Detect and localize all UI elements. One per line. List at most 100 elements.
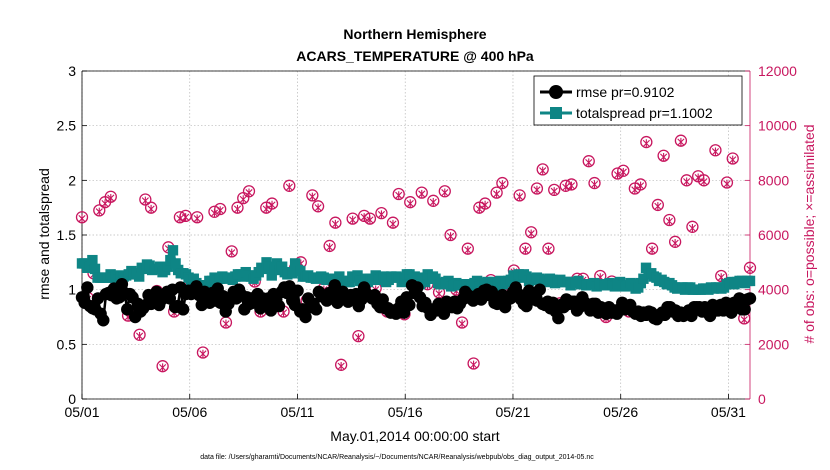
obs-assimilated-point xyxy=(464,245,472,255)
rmse-point xyxy=(403,298,416,312)
obs-assimilated-point xyxy=(406,199,414,208)
obs-assimilated-point xyxy=(222,319,230,328)
obs-assimilated-point xyxy=(418,189,426,199)
obs-assimilated-point xyxy=(642,139,650,148)
legend-box xyxy=(533,75,743,126)
obs-assimilated-point xyxy=(481,200,489,210)
rmse-point xyxy=(485,285,499,299)
obs-assimilated-point xyxy=(446,232,455,241)
obs-assimilated-point xyxy=(262,204,270,214)
totalspread-point xyxy=(87,254,98,266)
obs-assimilated-point xyxy=(631,185,639,195)
obs-assimilated-point xyxy=(78,214,86,223)
obs-assimilated-point xyxy=(648,245,656,255)
obs-assimilated-point xyxy=(562,183,570,192)
totalspread-point xyxy=(352,270,363,281)
y-tick-label: 0 xyxy=(68,391,76,407)
obs-assimilated-point xyxy=(660,152,668,162)
obs-assimilated-point xyxy=(326,243,334,252)
totalspread-point xyxy=(162,261,173,272)
obs-assimilated-point xyxy=(729,155,737,164)
obs-assimilated-point xyxy=(665,217,673,226)
obs-assimilated-point xyxy=(245,188,253,197)
obs-assimilated-point xyxy=(141,196,149,205)
y-right-tick-label: 8000 xyxy=(758,172,789,188)
obs-assimilated-point xyxy=(700,177,708,186)
rmse-point xyxy=(411,281,424,294)
obs-assimilated-point xyxy=(527,229,535,238)
chart-title: Northern Hemisphere xyxy=(343,26,486,42)
obs-assimilated-point xyxy=(613,170,622,180)
x-tick-label: 05/26 xyxy=(603,404,638,420)
x-tick-label: 05/16 xyxy=(388,404,423,420)
obs-assimilated-point xyxy=(101,199,109,208)
y-right-tick-label: 0 xyxy=(758,391,766,407)
totalspread-point xyxy=(167,245,179,256)
totalspread-point xyxy=(89,263,101,275)
obs-assimilated-point xyxy=(677,137,685,147)
obs-assimilated-point xyxy=(458,319,466,328)
obs-assimilated-point xyxy=(619,167,627,177)
obs-assimilated-point xyxy=(377,210,386,219)
y-axis-right-label: # of obs: o=possible; ×=assimilated xyxy=(801,124,817,343)
chart-subtitle: ACARS_TEMPERATURE @ 400 hPa xyxy=(296,48,534,64)
totalspread-point xyxy=(744,275,756,287)
obs-assimilated-point xyxy=(389,219,397,229)
obs-assimilated-point xyxy=(395,191,403,200)
totalspread-point xyxy=(133,271,145,282)
obs-assimilated-point xyxy=(723,179,731,189)
rmse-point xyxy=(743,292,757,305)
obs-assimilated-point xyxy=(147,204,155,214)
y-axis-label: rmse and totalspread xyxy=(36,168,52,300)
obs-assimilated-point xyxy=(746,265,754,274)
obs-assimilated-point xyxy=(210,208,219,218)
y-tick-label: 1 xyxy=(68,282,76,298)
obs-assimilated-point xyxy=(182,213,190,222)
y-right-tick-label: 2000 xyxy=(758,336,789,352)
obs-assimilated-point xyxy=(228,248,236,257)
totalspread-point xyxy=(295,265,306,277)
obs-assimilated-point xyxy=(216,206,224,215)
obs-assimilated-point xyxy=(159,363,167,372)
y-right-tick-label: 12000 xyxy=(758,63,797,79)
x-tick-label: 05/06 xyxy=(172,404,207,420)
rmse-point xyxy=(81,281,94,294)
obs-assimilated-point xyxy=(688,224,697,233)
obs-assimilated-point xyxy=(268,200,276,210)
obs-assimilated-point xyxy=(441,188,449,197)
obs-assimilated-point xyxy=(199,349,207,359)
obs-assimilated-point xyxy=(636,181,645,190)
rmse-point xyxy=(299,310,312,324)
y-tick-label: 2 xyxy=(68,172,76,188)
totalspread-point xyxy=(276,261,288,272)
y-tick-label: 1.5 xyxy=(57,227,77,243)
obs-assimilated-point xyxy=(239,195,247,204)
y-right-tick-label: 10000 xyxy=(758,118,797,134)
rmse-point xyxy=(97,314,110,327)
y-tick-label: 3 xyxy=(68,63,76,79)
plot-area: 05/01 05/06 05/11 05/16 05/21 05/26 05/31 0 0.5 1… xyxy=(57,63,798,420)
obs-assimilated-point xyxy=(539,166,547,175)
rmse-point xyxy=(738,303,751,316)
obs-assimilated-point xyxy=(349,215,357,225)
obs-assimilated-point xyxy=(331,219,339,229)
obs-assimilated-point xyxy=(285,183,293,192)
obs-assimilated-point xyxy=(360,213,368,222)
obs-assimilated-point xyxy=(135,331,144,341)
rmse-point xyxy=(176,303,190,316)
legend: rmse pr=0.9102 totalspread pr=1.1002 xyxy=(533,75,743,126)
obs-assimilated-point xyxy=(354,333,363,342)
obs-assimilated-point xyxy=(493,189,501,199)
legend-rmse-label: rmse pr=0.9102 xyxy=(576,84,675,100)
legend-totalspread-label: totalspread pr=1.1002 xyxy=(576,105,713,121)
data-file-footnote: data file: /Users/gharamti/Documents/NCA… xyxy=(200,454,594,461)
legend-totalspread-marker xyxy=(550,107,562,119)
x-tick-label: 05/31 xyxy=(711,404,746,420)
obs-assimilated-point xyxy=(740,315,748,324)
obs-assimilated-point xyxy=(694,173,702,182)
totalspread-point xyxy=(266,270,277,281)
rmse-point xyxy=(121,303,134,316)
obs-assimilated-point xyxy=(435,289,443,298)
legend-rmse-marker xyxy=(549,85,563,99)
